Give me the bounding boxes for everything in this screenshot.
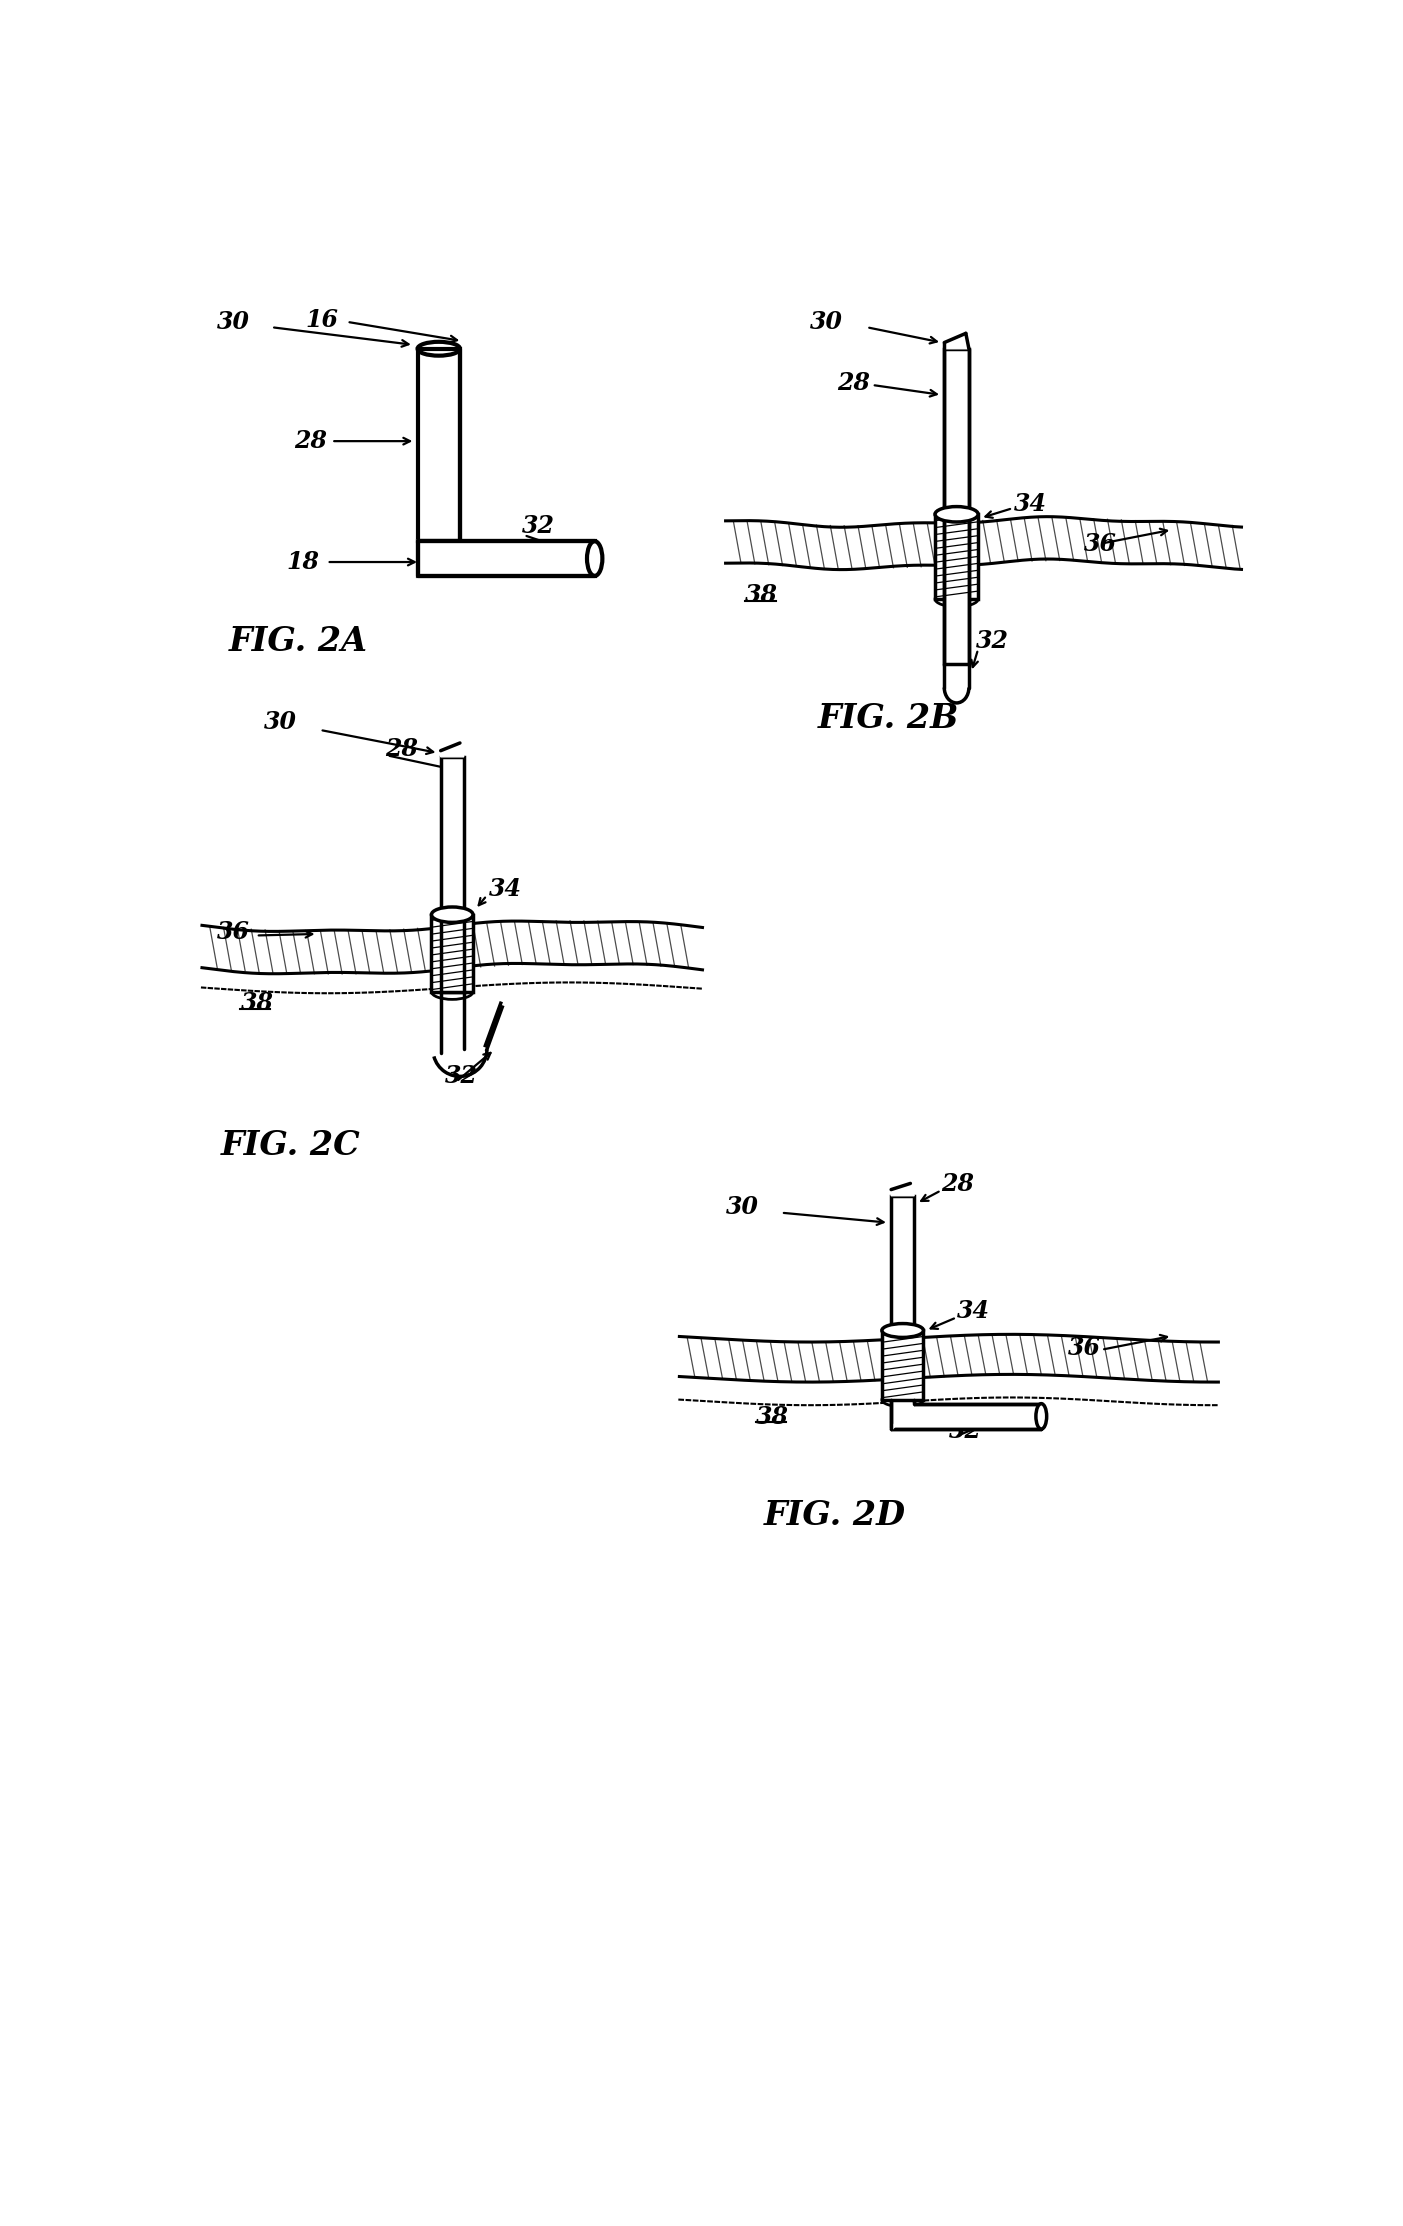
Polygon shape bbox=[891, 1195, 915, 1331]
Text: 16: 16 bbox=[306, 307, 340, 332]
Text: 34: 34 bbox=[1014, 492, 1047, 516]
Ellipse shape bbox=[586, 541, 602, 577]
Ellipse shape bbox=[934, 592, 978, 608]
Polygon shape bbox=[882, 1331, 923, 1400]
Ellipse shape bbox=[432, 984, 473, 999]
Ellipse shape bbox=[882, 1324, 923, 1338]
Text: 30: 30 bbox=[217, 309, 250, 334]
Text: FIG. 2C: FIG. 2C bbox=[222, 1129, 361, 1162]
Text: 28: 28 bbox=[295, 430, 327, 454]
Text: 38: 38 bbox=[756, 1405, 790, 1429]
Text: 38: 38 bbox=[240, 991, 274, 1015]
Text: 32: 32 bbox=[522, 514, 554, 539]
Text: 32: 32 bbox=[445, 1064, 477, 1089]
Text: 18: 18 bbox=[286, 550, 320, 574]
Text: 28: 28 bbox=[838, 372, 870, 396]
Polygon shape bbox=[441, 743, 464, 757]
Text: 38: 38 bbox=[745, 583, 777, 608]
Text: 30: 30 bbox=[725, 1195, 759, 1220]
Text: 36: 36 bbox=[1068, 1336, 1101, 1360]
Text: 36: 36 bbox=[217, 919, 250, 944]
Text: 36: 36 bbox=[1083, 532, 1117, 556]
Polygon shape bbox=[441, 757, 464, 993]
Polygon shape bbox=[944, 334, 969, 349]
Text: 28: 28 bbox=[941, 1173, 974, 1195]
Polygon shape bbox=[432, 915, 473, 993]
Polygon shape bbox=[934, 514, 978, 599]
Text: FIG. 2D: FIG. 2D bbox=[765, 1498, 906, 1531]
Ellipse shape bbox=[418, 343, 460, 356]
Ellipse shape bbox=[934, 508, 978, 521]
Polygon shape bbox=[891, 1184, 915, 1195]
Text: 30: 30 bbox=[811, 309, 843, 334]
Text: FIG. 2A: FIG. 2A bbox=[229, 626, 368, 659]
Ellipse shape bbox=[882, 1393, 923, 1407]
Ellipse shape bbox=[432, 906, 473, 922]
Text: 34: 34 bbox=[957, 1300, 989, 1322]
Polygon shape bbox=[418, 541, 595, 577]
Polygon shape bbox=[892, 1405, 1041, 1429]
Text: FIG. 2B: FIG. 2B bbox=[818, 701, 960, 735]
Text: 32: 32 bbox=[948, 1418, 982, 1442]
Text: 28: 28 bbox=[386, 737, 418, 761]
Polygon shape bbox=[418, 349, 460, 541]
Ellipse shape bbox=[1035, 1405, 1047, 1429]
Text: 32: 32 bbox=[976, 630, 1009, 654]
Text: 34: 34 bbox=[488, 877, 522, 902]
Polygon shape bbox=[944, 349, 969, 663]
Text: 30: 30 bbox=[264, 710, 296, 735]
